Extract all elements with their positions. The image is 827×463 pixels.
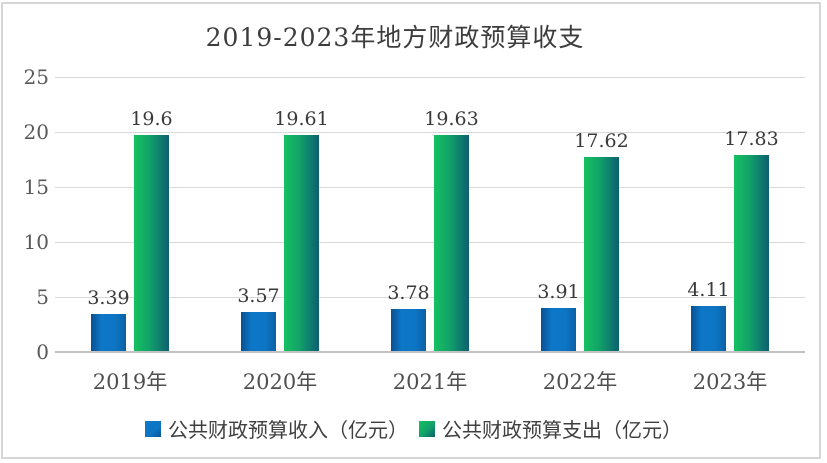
income-value-label: 3.78 <box>387 282 430 305</box>
gridline <box>55 187 805 188</box>
gridline <box>55 297 805 298</box>
chart-title: 2019-2023年地方财政预算收支 <box>205 23 585 52</box>
income-bar <box>391 309 426 351</box>
y-axis-tick-label: 20 <box>23 120 49 144</box>
x-axis-label: 2023年 <box>692 370 768 394</box>
gridline <box>55 242 805 243</box>
plot-area: 0 5 10 15 20 25 3.39 19.6 2019年 3.57 19.61 2020年 3.7… <box>24 66 805 394</box>
expenditure-value-label: 17.83 <box>724 127 779 150</box>
legend: 公共财政预算收入（亿元） 公共财政预算支出（亿元） <box>0 414 827 443</box>
gridline <box>55 77 805 78</box>
legend-item-expenditure: 公共财政预算支出（亿元） <box>419 414 682 443</box>
expenditure-bar <box>584 157 619 351</box>
y-axis-tick-label: 10 <box>23 230 49 254</box>
y-axis-tick-label: 0 <box>36 340 49 364</box>
legend-swatch-income <box>145 420 161 437</box>
y-axis-tick-label: 25 <box>23 65 49 89</box>
y-axis-tick-label: 15 <box>23 175 49 199</box>
expenditure-value-label: 19.63 <box>424 108 479 131</box>
gridline <box>55 132 805 133</box>
legend-swatch-expenditure <box>419 420 435 437</box>
expenditure-value-label: 17.62 <box>574 130 629 153</box>
x-axis-line <box>55 351 805 353</box>
expenditure-value-label: 19.61 <box>274 108 329 131</box>
income-value-label: 4.11 <box>687 278 730 301</box>
income-bar <box>91 313 126 351</box>
expenditure-value-label: 19.6 <box>130 108 173 131</box>
income-value-label: 3.91 <box>537 281 580 303</box>
legend-label-expenditure: 公共财政预算支出（亿元） <box>442 418 682 442</box>
income-bar <box>241 311 276 351</box>
x-axis-label: 2021年 <box>392 370 468 394</box>
legend-label-income: 公共财政预算收入（亿元） <box>168 418 408 442</box>
expenditure-bar <box>434 135 469 351</box>
x-axis-label: 2022年 <box>542 370 618 394</box>
y-axis-tick-label: 5 <box>36 285 49 309</box>
income-bar <box>691 305 726 351</box>
income-value-label: 3.57 <box>237 284 280 307</box>
legend-item-income: 公共财政预算收入（亿元） <box>145 414 408 443</box>
expenditure-bar <box>734 154 769 351</box>
income-bar <box>541 308 576 351</box>
x-axis-label: 2020年 <box>242 370 318 394</box>
expenditure-bar <box>284 135 319 351</box>
x-axis-label: 2019年 <box>92 370 168 394</box>
expenditure-bar <box>134 135 169 351</box>
income-value-label: 3.39 <box>87 286 130 309</box>
